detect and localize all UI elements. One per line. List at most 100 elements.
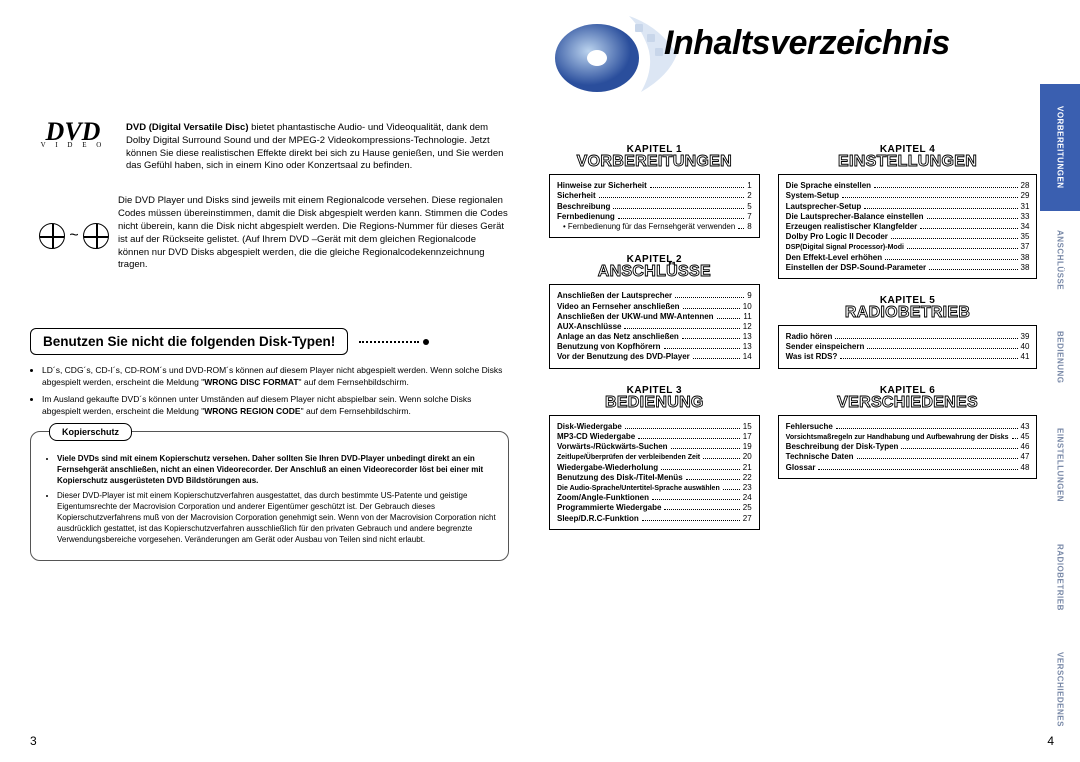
side-tab[interactable]: BEDIENUNG [1040, 309, 1080, 406]
toc-label: Zoom/Angle-Funktionen [557, 493, 649, 502]
toc-page: 10 [743, 302, 752, 311]
toc-row: DSP(Digital Signal Processor)-Modi37 [786, 242, 1030, 251]
toc-page: 9 [747, 291, 751, 300]
toc-label: Disk-Wiedergabe [557, 422, 622, 431]
toc-row: Fernbedienung7 [557, 212, 752, 221]
toc-page: 35 [1021, 232, 1030, 241]
warn-header-row: Benutzen Sie nicht die folgenden Disk-Ty… [30, 300, 509, 355]
intro-text: DVD (Digital Versatile Disc) bietet phan… [126, 122, 509, 173]
toc-dots [901, 448, 1017, 449]
toc-page: 12 [743, 322, 752, 331]
toc-row: Video an Fernseher anschließen10 [557, 302, 752, 311]
toc-row: Anschließen der Lautsprecher9 [557, 291, 752, 300]
toc-dots [1012, 438, 1018, 439]
toc-page: 20 [743, 452, 752, 461]
chapter-title: RADIOBETRIEB [778, 304, 1038, 322]
toc-page: 28 [1021, 181, 1030, 190]
toc-label: Zeitlupe/Überprüfen der verbleibenden Ze… [557, 454, 700, 461]
toc-page: 23 [743, 483, 752, 492]
page-number-left: 3 [30, 734, 37, 748]
toc-page: 2 [747, 191, 751, 200]
toc-row: Benutzung von Kopfhörern13 [557, 342, 752, 351]
toc-label: Dolby Pro Logic II Decoder [786, 232, 888, 241]
dvd-logo-sub: V I D E O [32, 143, 114, 149]
toc-label: Erzeugen realistischer Klangfelder [786, 222, 918, 231]
page-right: Inhaltsverzeichnis KAPITEL 1VORBEREITUNG… [529, 0, 1080, 762]
toc-page: 5 [747, 202, 751, 211]
toc-dots [842, 197, 1018, 198]
chapter-title: ANSCHLÜSSE [549, 263, 760, 281]
toc-box: Anschließen der Lautsprecher9 Video an Fe… [549, 284, 760, 369]
toc-row: Beschreibung 5 [557, 202, 752, 211]
warn-list: LD´s, CDG´s, CD-I´s, CD-ROM´s und DVD-RO… [30, 365, 509, 417]
toc-label: Was ist RDS? [786, 352, 838, 361]
toc-page: 41 [1021, 352, 1030, 361]
toc-label: Fernbedienung für das Fernsehgerät verwe… [557, 222, 735, 231]
side-tab[interactable]: VORBEREITUNGEN [1040, 84, 1080, 211]
dvd-logo-top: DVD [32, 122, 114, 143]
toc-page: 47 [1021, 452, 1030, 461]
toc-row: Die Sprache einstellen28 [786, 181, 1030, 190]
region-row: ~ Die DVD Player und Disks sind jeweils … [30, 195, 509, 272]
toc-label: Anlage an das Netz anschließen [557, 332, 679, 341]
toc-page: 19 [743, 442, 752, 451]
toc-row: Benutzung des Disk-/Titel-Menüs22 [557, 473, 752, 482]
toc-label: Sender einspeichern [786, 342, 865, 351]
toc-row: Zeitlupe/Überprüfen der verbleibenden Ze… [557, 452, 752, 461]
toc-row: Fehlersuche43 [786, 422, 1030, 431]
toc-dots [857, 458, 1018, 459]
side-tab[interactable]: RADIOBETRIEB [1040, 523, 1080, 630]
toc-row: Sender einspeichern40 [786, 342, 1030, 351]
toc-row: MP3-CD Wiedergabe17 [557, 432, 752, 441]
toc-row: Vorwärts-/Rückwärts-Suchen19 [557, 442, 752, 451]
chapter-title: VORBEREITUNGEN [549, 153, 760, 171]
toc-label: Beschreibung [557, 202, 610, 211]
toc-page: 15 [743, 422, 752, 431]
toc-row: Was ist RDS? 41 [786, 352, 1030, 361]
region-text: Die DVD Player und Disks sind jeweils mi… [118, 195, 509, 272]
chapter: KAPITEL 2ANSCHLÜSSEAnschließen der Lauts… [549, 254, 760, 369]
toc-dots [664, 509, 739, 510]
toc-page: 17 [743, 432, 752, 441]
toc-dots [867, 348, 1017, 349]
toc-page: 1 [747, 181, 751, 190]
toc-row: AUX-Anschlüsse12 [557, 322, 752, 331]
disc-graphic-icon [549, 6, 679, 106]
toc-col-right: KAPITEL 4EINSTELLUNGENDie Sprache einste… [778, 144, 1038, 546]
dvd-logo: DVD V I D E O [32, 122, 114, 148]
toc-row: Einstellen der DSP-Sound-Parameter38 [786, 263, 1030, 272]
toc-dots [840, 358, 1017, 359]
toc-page: 48 [1021, 463, 1030, 472]
side-tab[interactable]: VERSCHIEDENES [1040, 631, 1080, 748]
toc-row: Sleep/D.R.C-Funktion27 [557, 514, 752, 523]
toc-label: Sleep/D.R.C-Funktion [557, 514, 639, 523]
copyright-item: Viele DVDs sind mit einem Kopierschutz v… [57, 454, 496, 486]
toc-label: Lautsprecher-Setup [786, 202, 862, 211]
toc-dots [682, 338, 740, 339]
toc-label: Hinweise zur Sicherheit [557, 181, 647, 190]
chapter: KAPITEL 4EINSTELLUNGENDie Sprache einste… [778, 144, 1038, 279]
toc-dots [891, 238, 1018, 239]
toc-row: Sicherheit2 [557, 191, 752, 200]
toc-label: Fehlersuche [786, 422, 833, 431]
toc-dots [642, 520, 740, 521]
toc-row: Erzeugen realistischer Klangfelder34 [786, 222, 1030, 231]
toc-label: DSP(Digital Signal Processor)-Modi [786, 244, 904, 251]
side-tab[interactable]: EINSTELLUNGEN [1040, 406, 1080, 523]
warn-item: LD´s, CDG´s, CD-I´s, CD-ROM´s und DVD-RO… [42, 365, 509, 388]
toc-label: Beschreibung der Disk-Typen [786, 442, 899, 451]
toc-page: 31 [1021, 202, 1030, 211]
toc-label: Die Lautsprecher-Balance einstellen [786, 212, 924, 221]
toc-row: Anschließen der UKW-und MW-Antennen11 [557, 312, 752, 321]
toc-page: 45 [1021, 432, 1030, 441]
toc-row: Vor der Benutzung des DVD-Player14 [557, 352, 752, 361]
toc-dots [835, 338, 1017, 339]
side-tab[interactable]: ANSCHLÜSSE [1040, 211, 1080, 308]
toc-dots [929, 269, 1017, 270]
toc-row: System-Setup29 [786, 191, 1030, 200]
toc-dots [683, 308, 740, 309]
toc-label: Benutzung von Kopfhörern [557, 342, 661, 351]
toc-dots [703, 458, 740, 459]
toc-page: 39 [1021, 332, 1030, 341]
toc-label: Den Effekt-Level erhöhen [786, 253, 882, 262]
